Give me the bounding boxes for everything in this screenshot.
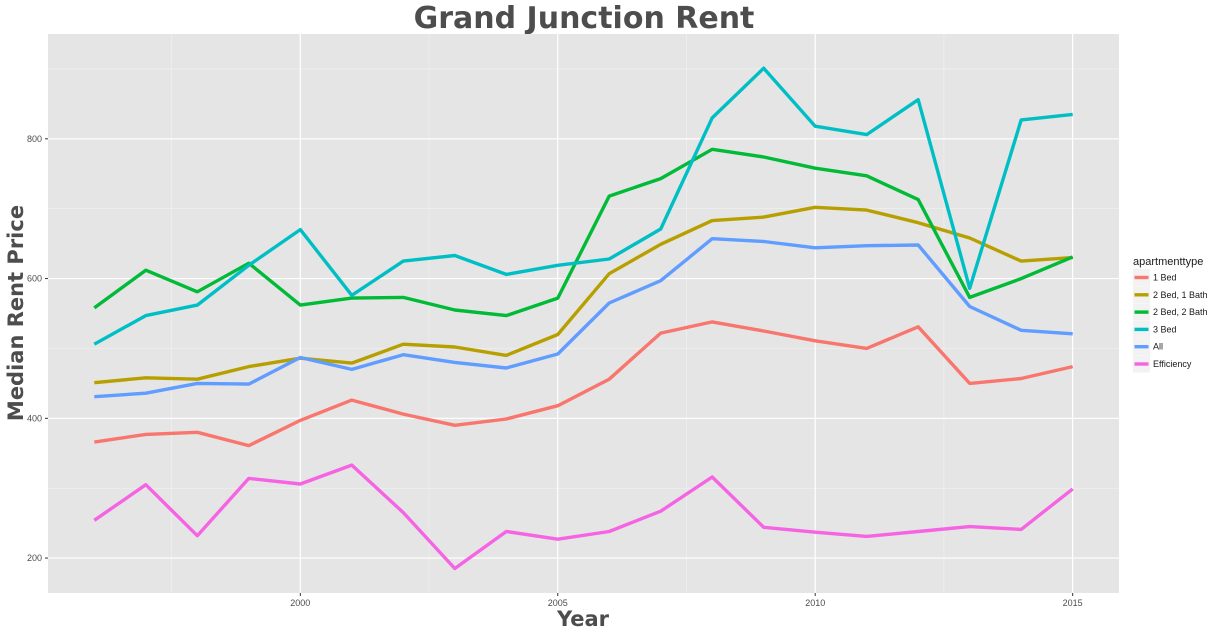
x-tick-label: 2010 xyxy=(805,598,825,608)
legend-label: All xyxy=(1153,342,1163,352)
legend-label: 2 Bed, 2 Bath xyxy=(1153,307,1208,317)
series-line-all xyxy=(94,236,1073,399)
x-tick-label: 2000 xyxy=(290,598,310,608)
series-lines xyxy=(93,66,1074,571)
chart-title: Grand Junction Rent xyxy=(414,1,755,36)
series-line-2-bed-2-bath xyxy=(93,147,1074,318)
x-axis: 2000 2005 2010 2015 xyxy=(290,593,1083,608)
series-line-1-bed xyxy=(94,320,1074,448)
y-axis-title: Median Rent Price xyxy=(4,205,28,421)
legend-title: apartmenttype xyxy=(1133,256,1203,268)
x-axis-title: Year xyxy=(556,607,610,631)
y-tick-label: 400 xyxy=(27,413,42,423)
grid-lines xyxy=(48,34,1119,593)
y-tick-label: 200 xyxy=(27,553,42,563)
legend: apartmenttype 1 Bed 2 Bed, 1 Bath 2 Bed, 2… xyxy=(1133,256,1208,373)
y-tick-label: 800 xyxy=(27,134,42,144)
y-tick-label: 600 xyxy=(27,274,42,284)
legend-label: 2 Bed, 1 Bath xyxy=(1153,290,1208,300)
legend-label: Efficiency xyxy=(1153,359,1192,369)
x-tick-label: 2015 xyxy=(1063,598,1083,608)
plot-panel xyxy=(48,34,1119,593)
series-line-3-bed xyxy=(93,66,1073,346)
legend-label: 1 Bed xyxy=(1153,273,1177,283)
legend-label: 3 Bed xyxy=(1153,324,1177,334)
x-tick-label: 2005 xyxy=(548,598,568,608)
series-line-2-bed-1-bath xyxy=(94,205,1073,385)
series-line-efficiency xyxy=(93,463,1074,571)
y-axis: 200 400 600 800 xyxy=(27,134,48,563)
